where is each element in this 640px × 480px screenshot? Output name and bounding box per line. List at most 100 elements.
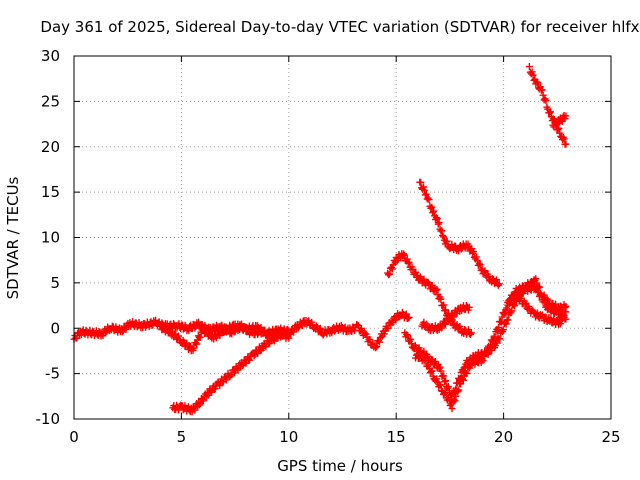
data-point — [380, 330, 388, 338]
data-point — [560, 313, 568, 321]
data-point — [362, 330, 370, 338]
data-point — [508, 307, 516, 315]
series-sat-i — [412, 275, 570, 413]
data-point — [536, 283, 544, 291]
data-point — [373, 343, 381, 351]
data-point — [538, 86, 546, 94]
data-point — [483, 349, 491, 357]
data-point — [433, 215, 441, 223]
series-sat-f — [418, 301, 473, 335]
data-point — [455, 386, 463, 394]
data-point — [543, 295, 551, 303]
data-point — [437, 381, 445, 389]
data-point — [216, 382, 224, 389]
y-tick-label: -5 — [45, 365, 60, 383]
data-point — [425, 196, 433, 204]
data-point — [433, 375, 441, 383]
series-sat-g — [416, 178, 503, 289]
data-point — [438, 227, 446, 235]
data-point — [190, 344, 198, 352]
data-point — [404, 314, 412, 322]
data-point — [463, 369, 471, 377]
data-point — [494, 281, 502, 289]
data-point — [400, 251, 408, 259]
data-point — [196, 401, 204, 409]
data-point — [542, 97, 550, 105]
series-sat-l — [549, 112, 570, 131]
data-point — [441, 378, 449, 386]
data-point — [470, 248, 478, 256]
series-sat-j — [504, 290, 570, 329]
data-point — [366, 336, 374, 344]
data-point — [504, 316, 512, 324]
data-point — [479, 357, 487, 365]
series-sat-h — [401, 282, 570, 404]
data-point — [424, 279, 432, 287]
data-point — [441, 307, 449, 315]
series-sat-c — [169, 326, 293, 416]
data-point — [562, 308, 570, 316]
data-point — [500, 310, 508, 318]
data-point — [459, 376, 467, 384]
data-point — [486, 341, 494, 349]
plot-frame — [73, 55, 612, 420]
data-point — [432, 286, 440, 294]
data-point — [428, 203, 436, 211]
data-point — [439, 233, 447, 241]
data-point — [440, 389, 448, 397]
data-point — [472, 253, 480, 261]
y-tick-label: 10 — [41, 229, 60, 247]
data-point — [285, 334, 293, 342]
data-point — [497, 318, 505, 326]
data-point — [199, 324, 207, 332]
data-point — [254, 349, 262, 357]
data-point — [384, 324, 392, 332]
y-tick-label: 15 — [41, 183, 60, 201]
data-point — [196, 333, 204, 341]
data-point — [436, 363, 444, 371]
data-point — [430, 207, 438, 215]
data-point — [437, 367, 445, 375]
data-point — [437, 295, 445, 303]
chart-title: Day 361 of 2025, Sidereal Day-to-day VTE… — [40, 18, 639, 36]
data-point — [162, 325, 170, 333]
data-point — [386, 270, 394, 278]
data-point — [316, 324, 324, 332]
data-point — [175, 332, 183, 340]
data-point — [562, 112, 570, 120]
data-point — [425, 361, 433, 369]
data-point — [372, 344, 380, 352]
data-point — [528, 281, 536, 289]
y-axis-label: SDTVAR / TECUs — [4, 176, 22, 299]
data-point — [535, 282, 543, 290]
data-point — [407, 340, 415, 348]
data-point — [433, 285, 441, 293]
data-point — [556, 129, 564, 137]
data-point — [547, 108, 555, 116]
x-tick-label: 20 — [494, 428, 513, 446]
data-point — [435, 219, 443, 227]
x-tick-label: 15 — [387, 428, 406, 446]
data-point — [444, 394, 452, 402]
data-point — [499, 326, 507, 334]
data-point — [489, 337, 497, 345]
data-point — [492, 276, 500, 284]
series-sat-b — [156, 320, 293, 355]
data-point — [451, 397, 459, 405]
data-point — [491, 334, 499, 342]
data-point — [511, 302, 519, 310]
y-tick-label: 25 — [41, 92, 60, 110]
data-point — [191, 406, 199, 414]
data-point — [193, 340, 201, 348]
x-axis-label: GPS time / hours — [277, 457, 403, 475]
data-point — [432, 214, 440, 222]
data-point — [246, 356, 254, 364]
data-point — [448, 405, 456, 413]
data-point — [496, 335, 504, 343]
data-point — [440, 301, 448, 309]
data-point — [449, 313, 457, 321]
data-point — [428, 367, 436, 375]
data-point — [513, 290, 521, 298]
series-sat-d — [285, 308, 413, 352]
x-tick-label: 0 — [69, 428, 79, 446]
